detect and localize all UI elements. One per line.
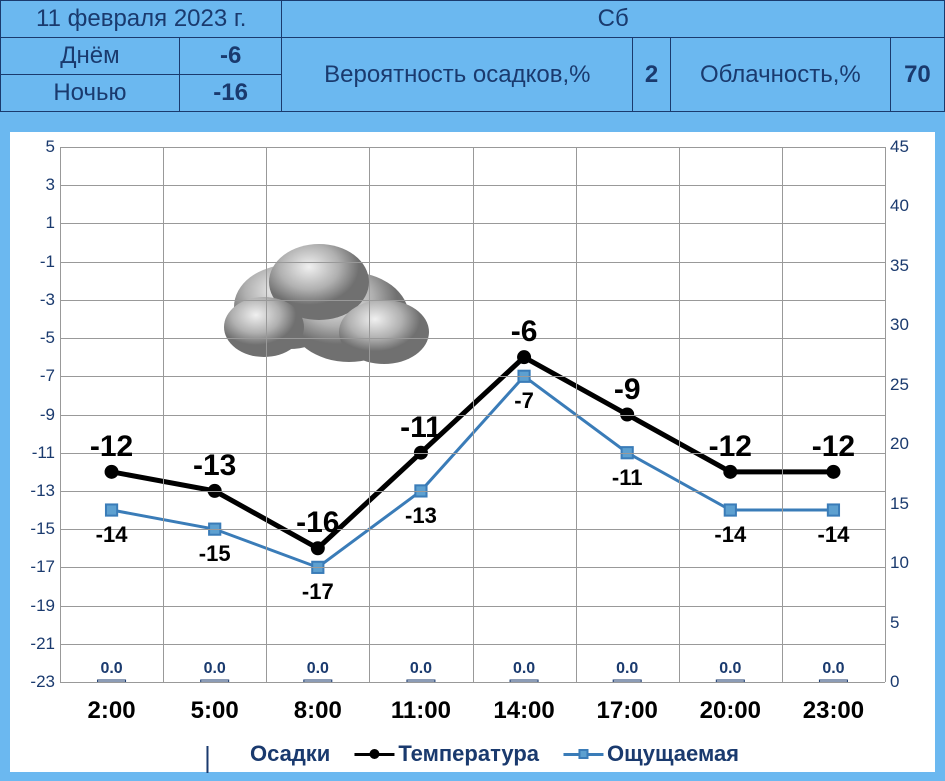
feels-value-label: -14 xyxy=(96,522,128,548)
y-left-tick: -9 xyxy=(20,405,55,425)
day-temp: -6 xyxy=(179,38,282,75)
temp-value-label: -11 xyxy=(400,411,442,445)
legend-precip-label: Осадки xyxy=(250,741,330,767)
gridline-v xyxy=(885,147,886,682)
legend-temp: Температура xyxy=(354,741,539,767)
feels-value-label: -7 xyxy=(514,388,534,414)
y-left-tick: 1 xyxy=(20,213,55,233)
legend-feels: Ощущаемая xyxy=(563,741,739,767)
precip-value-label: 0.0 xyxy=(822,660,844,678)
precip-value-label: 0.0 xyxy=(307,660,329,678)
y-right-tick: 45 xyxy=(890,137,925,157)
temp-value-label: -12 xyxy=(90,430,133,464)
precip-value-label: 0.0 xyxy=(719,660,741,678)
precip-value-label: 0.0 xyxy=(513,660,535,678)
y-left-tick: -7 xyxy=(20,366,55,386)
temp-value-label: -13 xyxy=(193,449,236,483)
y-right-tick: 5 xyxy=(890,613,925,633)
feels-value-label: -14 xyxy=(714,522,746,548)
cloud-label: Облачность,% xyxy=(670,38,890,112)
precip-prob-value: 2 xyxy=(633,38,671,112)
legend-feels-label: Ощущаемая xyxy=(607,741,739,767)
gridline-h xyxy=(60,682,885,683)
gridline-v xyxy=(60,147,61,682)
chart-area: 5 3 1 -1 -3 -5 -7 -9 -11 -13 -15 -17 -19 -21 -23 45 40 35… xyxy=(10,132,935,772)
temp-value-label: -6 xyxy=(511,315,538,349)
feels-value-label: -15 xyxy=(199,541,231,567)
x-tick: 14:00 xyxy=(493,697,554,725)
y-left-tick: -3 xyxy=(20,290,55,310)
night-temp: -16 xyxy=(179,75,282,112)
cloud-icon xyxy=(209,227,439,377)
precip-value-label: 0.0 xyxy=(100,660,122,678)
y-left-tick: -15 xyxy=(20,519,55,539)
x-tick: 23:00 xyxy=(803,697,864,725)
y-left-tick: -19 xyxy=(20,596,55,616)
gridline-v xyxy=(163,147,164,682)
legend: Осадки Температура Ощущаемая xyxy=(206,741,739,767)
cloud-value: 70 xyxy=(890,38,944,112)
y-right-tick: 30 xyxy=(890,315,925,335)
feels-value-label: -11 xyxy=(612,465,643,491)
y-right-tick: 35 xyxy=(890,256,925,276)
legend-temp-label: Температура xyxy=(398,741,539,767)
precip-value-label: 0.0 xyxy=(410,660,432,678)
feels-value-label: -14 xyxy=(818,522,850,548)
feels-value-label: -13 xyxy=(405,503,437,529)
y-right-tick: 15 xyxy=(890,494,925,514)
y-left-tick: -11 xyxy=(20,443,55,463)
temp-value-label: -12 xyxy=(812,430,855,464)
gridline-v xyxy=(782,147,783,682)
x-tick: 11:00 xyxy=(391,697,451,725)
precip-value-label: 0.0 xyxy=(616,660,638,678)
temp-value-label: -12 xyxy=(709,430,752,464)
x-tick: 20:00 xyxy=(700,697,761,725)
gridline-v xyxy=(576,147,577,682)
gridline-v xyxy=(679,147,680,682)
feels-value-label: -17 xyxy=(302,579,334,605)
x-tick: 5:00 xyxy=(191,697,239,725)
x-tick: 2:00 xyxy=(88,697,136,725)
chart-plot-area: 531-1-3-5-7-9-11-13-15-17-19-21-23454035… xyxy=(60,147,885,682)
y-right-tick: 10 xyxy=(890,553,925,573)
y-right-tick: 25 xyxy=(890,375,925,395)
x-tick: 17:00 xyxy=(596,697,657,725)
y-left-tick: -13 xyxy=(20,481,55,501)
y-left-tick: 3 xyxy=(20,175,55,195)
dow-cell: Сб xyxy=(282,1,945,38)
precip-prob-label: Вероятность осадков,% xyxy=(282,38,633,112)
legend-precip: Осадки xyxy=(206,741,330,767)
gridline-v xyxy=(369,147,370,682)
precip-value-label: 0.0 xyxy=(204,660,226,678)
y-left-tick: -21 xyxy=(20,634,55,654)
day-label: Днём xyxy=(1,38,180,75)
y-right-tick: 20 xyxy=(890,434,925,454)
y-left-tick: -5 xyxy=(20,328,55,348)
temp-value-label: -9 xyxy=(614,373,641,407)
night-label: Ночью xyxy=(1,75,180,112)
y-right-tick: 0 xyxy=(890,672,925,692)
x-tick: 8:00 xyxy=(294,697,342,725)
date-cell: 11 февраля 2023 г. xyxy=(1,1,282,38)
y-left-tick: 5 xyxy=(20,137,55,157)
weather-card: 11 февраля 2023 г. Сб Днём -6 Вероятност… xyxy=(0,0,945,772)
y-right-tick: 40 xyxy=(890,196,925,216)
gridline-v xyxy=(473,147,474,682)
y-left-tick: -1 xyxy=(20,252,55,272)
temp-value-label: -16 xyxy=(296,506,339,540)
y-left-tick: -17 xyxy=(20,557,55,577)
y-left-tick: -23 xyxy=(20,672,55,692)
header-table: 11 февраля 2023 г. Сб Днём -6 Вероятност… xyxy=(0,0,945,112)
gridline-v xyxy=(266,147,267,682)
